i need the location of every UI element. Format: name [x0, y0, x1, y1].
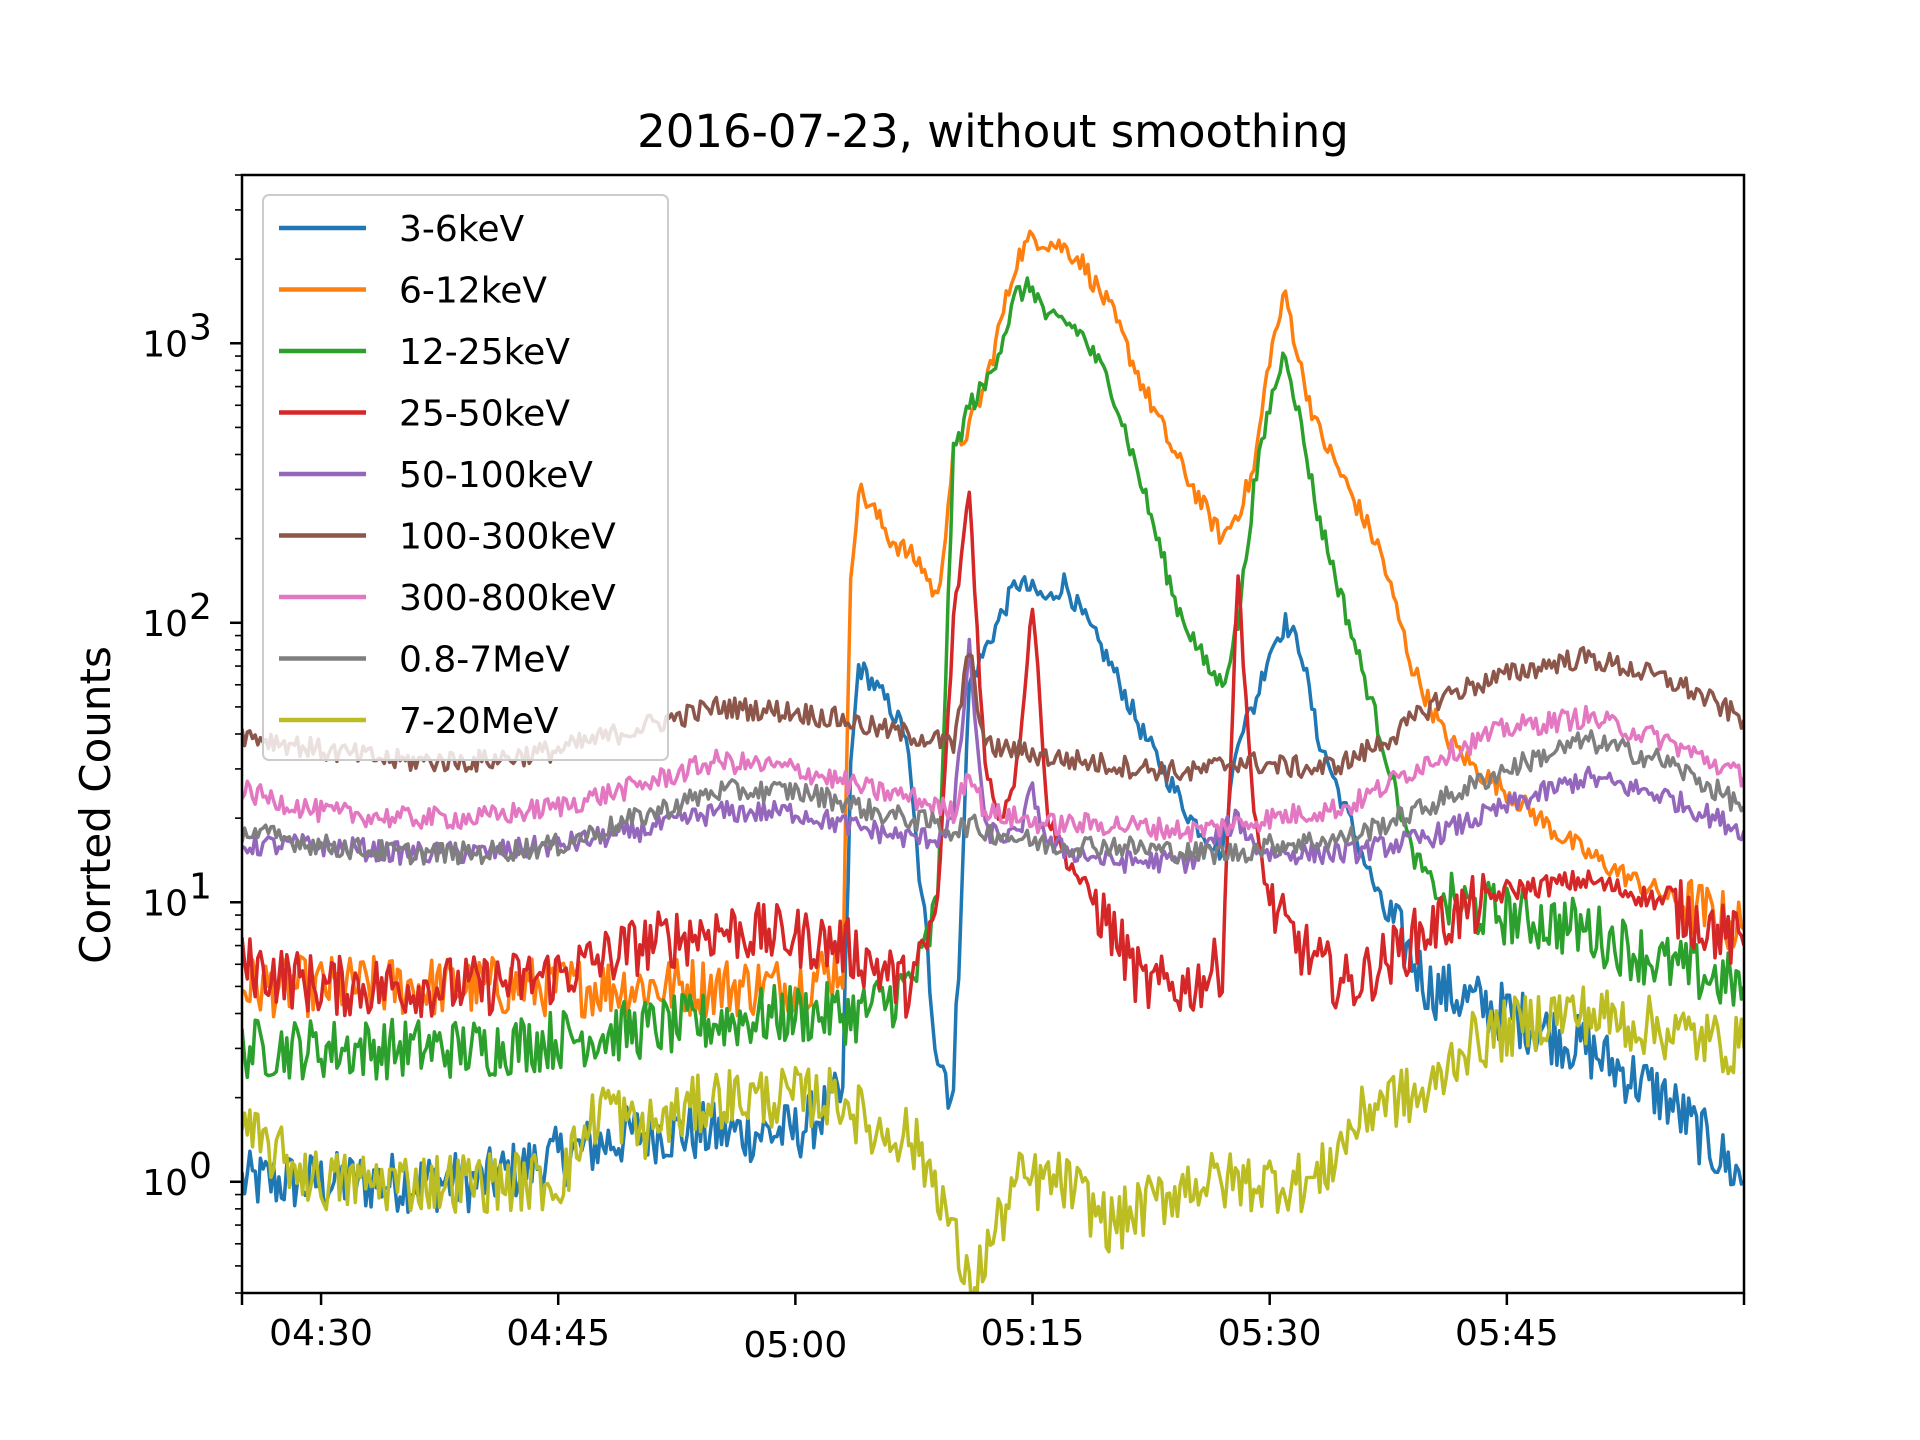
legend-label: 300-800keV [399, 578, 616, 619]
y-tick-label: 10 [142, 604, 188, 645]
legend-label: 25-50keV [399, 394, 570, 435]
legend-label: 3-6keV [399, 209, 525, 250]
series-line-7-20mev [242, 985, 1744, 1293]
legend-label: 50-100keV [399, 455, 593, 496]
y-tick-exponent: 3 [189, 307, 212, 348]
y-tick-exponent: 2 [189, 587, 212, 628]
legend: 3-6keV 6-12keV 12-25keV 25-50keV 50-100keV 10… [262, 194, 669, 761]
series-line-25-50kev [242, 490, 1744, 1019]
y-axis-label: Corrted Counts [71, 646, 120, 964]
series-line-100-300kev [242, 645, 1744, 783]
x-axis: 04:30 04:45 05:00 05:15 05:30 05:45 [240, 1293, 1746, 1366]
legend-label: 100-300keV [399, 517, 616, 558]
chart-title: 2016-07-23, without smoothing [637, 105, 1349, 158]
y-tick-exponent: 0 [189, 1146, 212, 1187]
y-tick-label: 10 [142, 883, 188, 924]
legend-label: 7-20MeV [399, 701, 559, 742]
series-line-0-8-7mev [242, 729, 1744, 866]
x-tick-label: 05:30 [1218, 1313, 1322, 1354]
legend-label: 6-12keV [399, 271, 547, 312]
x-tick-label: 05:15 [981, 1313, 1085, 1354]
x-tick-label: 04:45 [506, 1313, 610, 1354]
x-tick-label: 04:30 [269, 1313, 373, 1354]
series-line-300-800kev [242, 704, 1744, 843]
legend-label: 12-25keV [399, 332, 570, 373]
y-tick-exponent: 1 [189, 866, 212, 907]
legend-label: 0.8-7MeV [399, 640, 570, 681]
legend-box [262, 194, 669, 761]
series-line-12-25kev [242, 276, 1744, 1081]
plot-frame [240, 173, 1746, 1295]
y-tick-label: 10 [142, 1163, 188, 1204]
x-tick-label: 05:00 [743, 1325, 847, 1366]
x-tick-label: 05:45 [1455, 1313, 1559, 1354]
series-layer [242, 229, 1744, 1293]
y-tick-label: 10 [142, 324, 188, 365]
